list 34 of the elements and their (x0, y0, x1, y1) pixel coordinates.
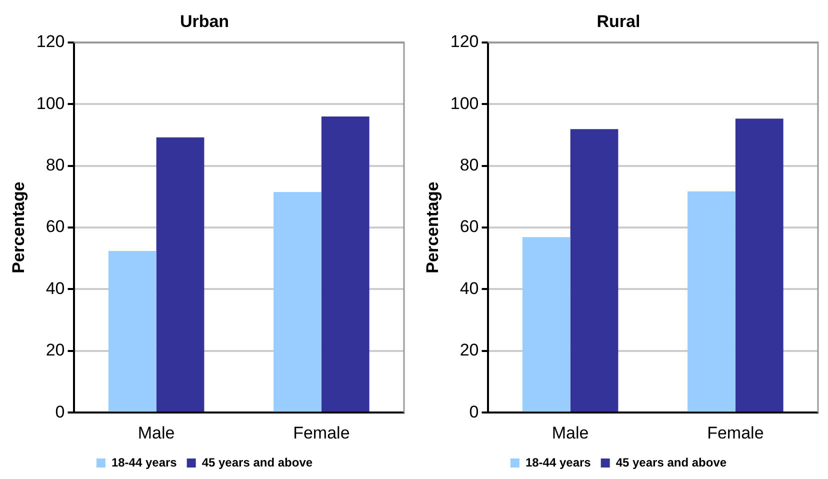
bar (156, 137, 204, 412)
y-tick-label: 60 (460, 217, 479, 236)
y-tick-label: 60 (46, 217, 65, 236)
legend-label: 45 years and above (202, 455, 313, 470)
bar (688, 191, 736, 412)
legend-label: 45 years and above (616, 455, 727, 470)
y-tick-label: 120 (36, 32, 65, 52)
y-tick-label: 0 (55, 402, 65, 422)
y-tick-label: 100 (36, 94, 65, 113)
y-tick-label: 40 (46, 278, 65, 298)
bar (522, 237, 570, 412)
legend-label: 18-44 years (525, 455, 592, 470)
chart-title: Rural (596, 12, 640, 31)
y-tick-label: 20 (460, 340, 479, 360)
y-tick-label: 80 (46, 155, 65, 174)
bar (274, 192, 322, 412)
chart-title: Urban (180, 12, 230, 31)
x-tick-label: Female (707, 423, 764, 442)
bar (321, 116, 370, 412)
x-tick-label: Male (552, 423, 589, 442)
y-axis-title: Percentage (422, 182, 442, 274)
x-tick-label: Female (293, 423, 350, 442)
bar (570, 129, 618, 412)
y-tick-label: 0 (469, 402, 479, 422)
bar (735, 118, 784, 412)
legend-label: 18-44 years (111, 455, 178, 470)
bar (108, 250, 156, 412)
y-tick-label: 40 (460, 278, 479, 298)
y-axis-title: Percentage (8, 182, 28, 274)
y-tick-label: 100 (450, 94, 479, 113)
y-tick-label: 80 (460, 155, 479, 174)
y-tick-label: 120 (450, 32, 479, 52)
x-tick-label: Male (138, 423, 175, 442)
y-tick-label: 20 (46, 340, 65, 360)
